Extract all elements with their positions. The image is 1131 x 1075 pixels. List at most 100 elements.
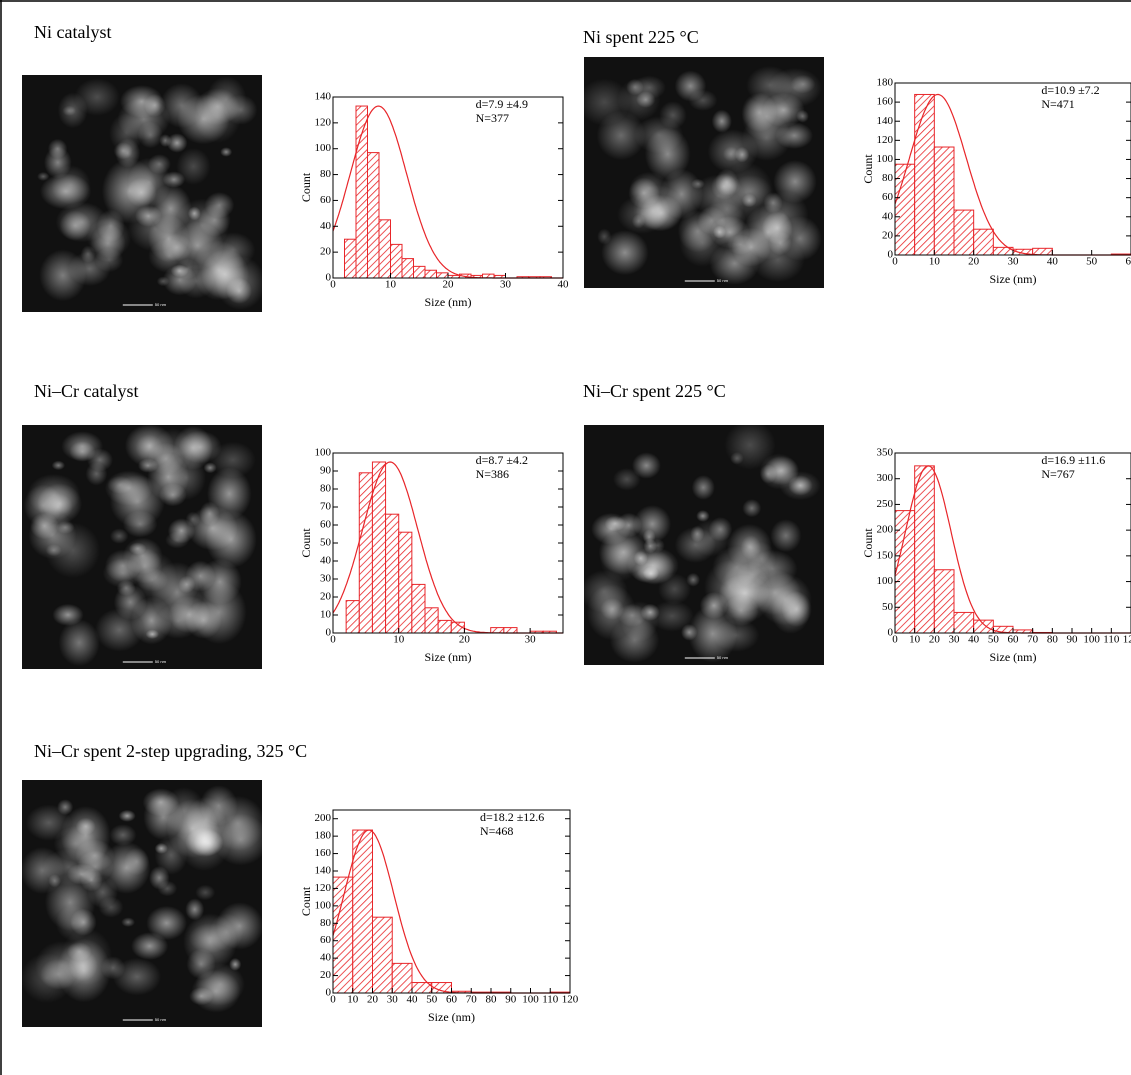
- y-tick-label: 20: [320, 591, 332, 603]
- micrograph-texture: [778, 216, 822, 261]
- micrograph-texture: [220, 147, 233, 157]
- micrograph-texture: [48, 874, 61, 888]
- y-axis-label: Count: [299, 886, 313, 916]
- x-axis-label: Size (nm): [990, 650, 1037, 664]
- micrograph-texture: [127, 157, 171, 207]
- micrograph-texture: [70, 908, 97, 936]
- micrograph-texture: [642, 566, 660, 581]
- x-tick-label: 10: [385, 279, 397, 291]
- y-tick-label: 140: [877, 115, 894, 127]
- bar: [358, 472, 373, 634]
- micrograph-texture: [631, 452, 661, 479]
- micrograph-texture: [775, 122, 814, 149]
- y-tick-label: 50: [882, 601, 894, 613]
- micrograph-texture: [691, 174, 745, 218]
- micrograph-texture: [712, 545, 762, 588]
- scale-label: 50 nm: [155, 1017, 167, 1022]
- x-tick-label: 50: [1086, 256, 1098, 268]
- micrograph-texture: [796, 109, 809, 123]
- y-tick-label: 0: [888, 249, 894, 261]
- y-axis-label: Count: [299, 172, 313, 202]
- micrograph-texture: [759, 464, 777, 484]
- micrograph-texture: [39, 249, 87, 302]
- micrograph-texture: [224, 94, 258, 125]
- bar: [914, 465, 935, 634]
- micrograph-texture: [158, 483, 187, 507]
- y-tick-label: 10: [320, 609, 332, 621]
- y-tick-label: 80: [320, 917, 332, 929]
- y-tick-label: 100: [315, 447, 332, 459]
- annotation: N=377: [476, 111, 509, 125]
- x-tick-label: 30: [387, 994, 399, 1006]
- x-tick-label: 80: [1047, 634, 1059, 646]
- micrograph-texture: [722, 146, 739, 162]
- bar: [344, 238, 357, 279]
- bar: [933, 146, 955, 256]
- micrograph-texture: [688, 604, 738, 663]
- micrograph-texture: [209, 441, 256, 478]
- micrograph-texture: [633, 550, 648, 566]
- micrograph-texture: [131, 932, 169, 960]
- bar: [503, 627, 518, 634]
- micrograph-texture: [609, 617, 660, 663]
- y-tick-label: 150: [877, 549, 894, 561]
- y-tick-label: 200: [877, 524, 894, 536]
- bar: [437, 619, 452, 634]
- annotation: N=767: [1041, 467, 1074, 481]
- micrograph-texture: [643, 538, 658, 554]
- y-tick-label: 100: [315, 142, 332, 154]
- micrograph-texture: [730, 452, 744, 465]
- bar: [436, 272, 449, 279]
- y-tick-label: 20: [320, 246, 332, 258]
- micrograph-texture: [690, 525, 705, 543]
- x-tick-label: 70: [1027, 634, 1039, 646]
- x-tick-label: 50: [988, 634, 1000, 646]
- micrograph-texture: [61, 431, 104, 462]
- micrograph-texture: [118, 809, 136, 822]
- micrograph-texture: [709, 242, 760, 285]
- micrograph-texture: [40, 958, 77, 990]
- micrograph-texture: [788, 475, 813, 496]
- bar: [914, 93, 935, 256]
- micrograph-texture: [195, 884, 216, 901]
- micrograph-texture: [113, 142, 133, 160]
- y-tick-label: 90: [320, 465, 332, 477]
- x-tick-label: 0: [892, 256, 898, 268]
- y-tick-label: 120: [315, 882, 332, 894]
- bar: [411, 583, 426, 634]
- annotation: d=7.9 ±4.9: [476, 97, 528, 111]
- y-tick-label: 30: [320, 573, 332, 585]
- scale-label: 50 nm: [717, 278, 729, 283]
- micrograph-texture: [116, 580, 136, 596]
- micrograph-texture: [43, 146, 72, 179]
- micrograph-texture: [790, 74, 816, 94]
- x-tick-label: 0: [330, 279, 336, 291]
- bar: [355, 105, 368, 279]
- panel-title: Ni–Cr spent 2-step upgrading, 325 °C: [34, 741, 307, 761]
- micrograph-texture: [66, 942, 92, 962]
- micrograph-texture: [628, 177, 660, 209]
- x-tick-label: 110: [542, 994, 559, 1006]
- x-axis-label: Size (nm): [990, 272, 1037, 286]
- micrograph-texture: [51, 460, 66, 471]
- x-tick-label: 80: [486, 994, 498, 1006]
- x-tick-label: 90: [1067, 634, 1079, 646]
- bar: [973, 228, 994, 256]
- panel-title: Ni catalyst: [34, 22, 111, 42]
- micrograph-texture: [191, 970, 241, 1013]
- annotation: N=468: [480, 824, 513, 838]
- micrograph-texture: [207, 467, 252, 520]
- bar: [424, 269, 437, 279]
- micrograph-texture: [601, 230, 649, 276]
- micrograph-texture: [634, 116, 684, 154]
- micrograph-texture: [58, 619, 100, 667]
- annotation: d=8.7 ±4.2: [476, 453, 528, 467]
- micrograph-texture: [640, 603, 660, 621]
- x-tick-label: 30: [1008, 256, 1020, 268]
- micrograph-texture: [771, 589, 811, 634]
- micrograph-texture: [742, 499, 762, 518]
- x-tick-label: 50: [426, 994, 438, 1006]
- y-tick-label: 250: [877, 498, 894, 510]
- y-tick-label: 180: [315, 830, 332, 842]
- bar: [933, 569, 955, 634]
